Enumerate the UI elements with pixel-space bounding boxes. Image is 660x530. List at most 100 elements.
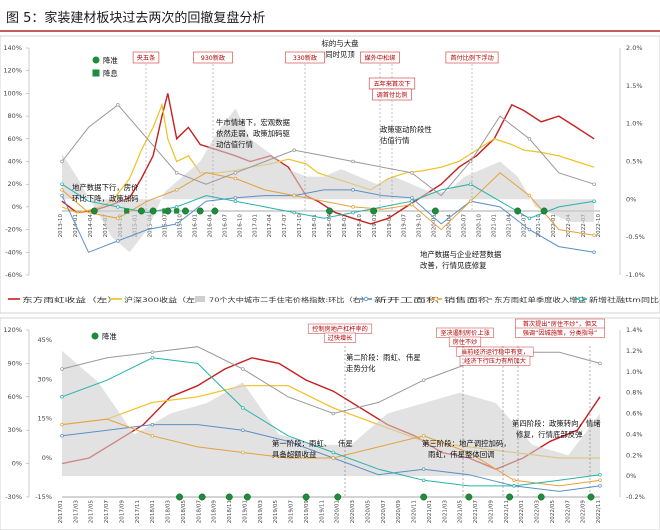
- series-point-revenue: [351, 159, 355, 164]
- y-right-tick-label: 2.0%: [626, 44, 643, 52]
- rate-cut-marker: [182, 208, 189, 214]
- x-tick-label: 2019-10: [417, 214, 423, 238]
- y-right-tick-label: 0.8%: [626, 389, 643, 397]
- series-point-credit: [421, 478, 426, 483]
- series-point-sales: [233, 176, 238, 181]
- x-tick-label: 2019-07: [402, 214, 408, 238]
- annotation-box-text: 媒外中松绑: [365, 54, 396, 62]
- x-tick-label: 2018-01: [312, 214, 318, 238]
- series-point-sales: [60, 422, 64, 427]
- annotation-text: 环比下降，政策加码: [72, 194, 139, 203]
- annotation-box: [323, 332, 357, 343]
- x-tick-label: 2018/11: [227, 500, 233, 524]
- figure-title: 图 5：家装建材板块过去两次的回撤复盘分析: [6, 10, 265, 26]
- x-tick-label: 2017/09: [119, 500, 125, 524]
- x-tick-label: 2016-04: [207, 214, 213, 238]
- x-tick-label: 2016-10: [237, 214, 243, 238]
- y-left-tick-label: 0%: [12, 460, 22, 468]
- x-tick-label: 2022/03: [535, 500, 541, 524]
- y-left-tick-label: 30%: [8, 426, 22, 434]
- annotation-box: [515, 327, 605, 338]
- x-tick-label: 2020/03: [350, 500, 356, 524]
- annotation-box-text: 930新政: [201, 54, 225, 62]
- series-point-new_start: [60, 193, 64, 198]
- rrr-cut-marker: [137, 207, 145, 215]
- x-tick-label: 2017/05: [89, 500, 95, 524]
- legend-label-house_price: 70个大中城市二手住宅价格指数:环比（右）: [209, 295, 369, 304]
- x-tick-label: 2022-04: [566, 214, 572, 238]
- x-tick-label: 2019/01: [242, 500, 248, 524]
- annotation-box-text: 控制房地产杠杆率的: [312, 325, 368, 333]
- x-tick-label: 2017/01: [58, 500, 64, 524]
- y-right-tick-label: 0%: [626, 195, 636, 203]
- series-point-sales: [421, 434, 426, 438]
- x-tick-label: 2015-04: [148, 214, 154, 238]
- x-tick-label: 2018-04: [327, 214, 333, 238]
- x-tick-label: 2015-10: [178, 214, 184, 238]
- annotation-box-text: 当前经济运行稳中有变，: [461, 348, 529, 356]
- legend-rrr-label-bottom: 降准: [102, 332, 117, 341]
- series-point-revenue: [150, 350, 155, 355]
- series-point-sales: [598, 478, 602, 483]
- x-tick-label: 2017/07: [104, 500, 110, 524]
- series-point-sales: [410, 202, 414, 207]
- annotation-text: 地产数据与企业经营数据: [420, 250, 502, 259]
- annotation-text: 第四阶段：政策转向，情绪: [512, 419, 601, 428]
- annotation-text: 走势分化: [346, 364, 376, 373]
- x-tick-label: 2019/11: [319, 500, 325, 524]
- series-point-credit: [116, 205, 120, 209]
- rrr-cut-marker: [211, 207, 219, 215]
- legend-swatch-dot-revenue: [483, 296, 489, 302]
- x-tick-label: 2017-07: [282, 214, 288, 238]
- bottom-panel-frame: [0, 317, 660, 530]
- series-point-revenue: [174, 171, 179, 175]
- x-tick-label: 2020-10: [476, 214, 482, 238]
- y-right-tick-label: -1.0%: [626, 271, 645, 279]
- legend-swatch-dot-new_start: [363, 296, 369, 302]
- annotation-box: [285, 51, 325, 64]
- y-mid-tick-label: -15%: [35, 493, 52, 501]
- y-right-tick-label: 1.2%: [626, 347, 643, 355]
- x-tick-label: 2018/07: [196, 500, 202, 524]
- x-tick-label: 2022/07: [565, 500, 571, 524]
- x-tick-label: 2021/01: [427, 500, 433, 524]
- y-left-tick-label: 20%: [8, 180, 22, 188]
- y-left-tick-label: 120%: [3, 67, 22, 75]
- series-point-sales: [527, 193, 532, 198]
- x-tick-label: 2017-01: [252, 214, 258, 238]
- y-left-tick-label: 80%: [8, 112, 22, 120]
- y-mid-tick-label: 0%: [42, 454, 52, 462]
- y-right-tick-label: 1.5%: [626, 82, 643, 90]
- x-tick-label: 2015-07: [163, 214, 169, 238]
- rrr-cut-marker: [326, 207, 333, 215]
- x-tick-label: 2021/03: [442, 500, 448, 524]
- rrr-cut-marker: [302, 493, 310, 501]
- x-tick-label: 2019/09: [304, 500, 310, 524]
- legend-label-revenue: 东方雨虹单季度收入增速: [494, 295, 587, 304]
- annotation-text: 伟星: [406, 353, 421, 362]
- x-tick-label: 2020-01: [432, 214, 438, 238]
- series-point-new_start: [598, 484, 602, 488]
- series-point-revenue: [116, 102, 120, 107]
- series-point-sales: [468, 199, 473, 203]
- rate-cut-marker: [124, 208, 130, 214]
- series-point-new_start: [60, 434, 64, 438]
- series-point-revenue: [60, 159, 64, 164]
- rrr-cut-marker: [537, 493, 545, 501]
- rrr-cut-marker: [243, 493, 251, 501]
- x-tick-label: 2020/11: [412, 500, 418, 524]
- rrr-cut-marker: [225, 493, 233, 501]
- legend-swatch-house_price: [195, 296, 205, 302]
- top-chart: 140% 120% 100% 80% 60% 40% 20% 0% -20% -40% -60% 2.…: [3, 39, 644, 279]
- y-mid-tick-label: 30%: [38, 375, 52, 383]
- series-point-sales: [150, 434, 155, 438]
- series-point-credit: [60, 182, 64, 186]
- rrr-cut-marker: [370, 207, 378, 215]
- rrr-cut-marker: [465, 493, 473, 501]
- y-left-tick-label: 60%: [8, 135, 22, 143]
- x-tick-label: 2018/01: [150, 500, 156, 524]
- y-mid-tick-label: 45%: [38, 336, 52, 344]
- annotation-box-text: 330新政: [293, 54, 317, 62]
- annotation-box-text: 经济下行压力有所加大: [464, 357, 526, 365]
- rrr-cut-marker: [176, 493, 183, 501]
